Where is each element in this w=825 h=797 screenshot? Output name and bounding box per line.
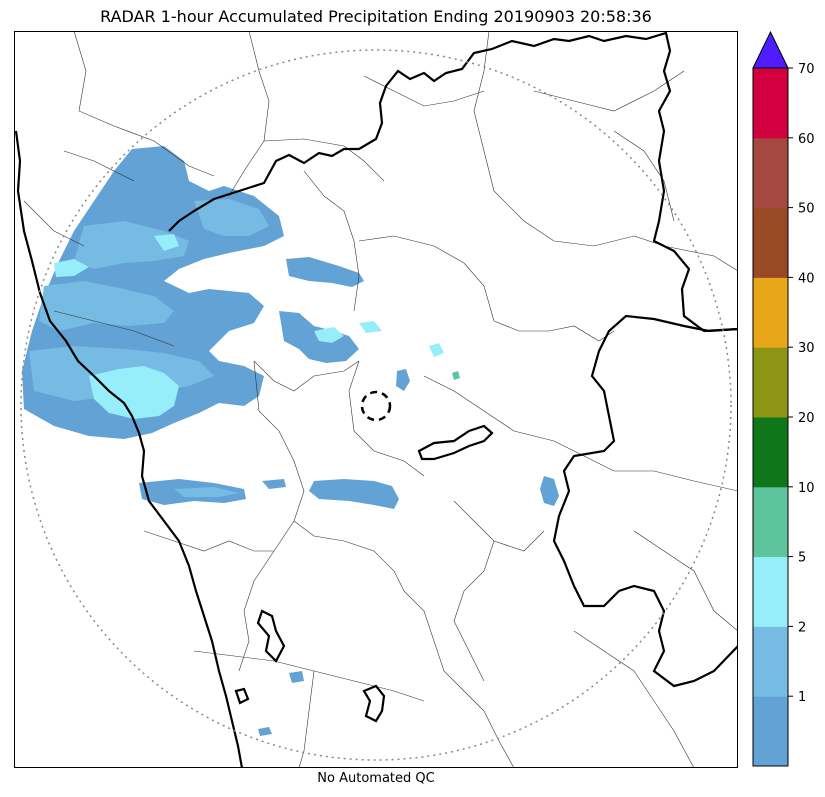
colorbar-tick-label: 60 (798, 132, 815, 147)
colorbar-segment (753, 68, 788, 139)
east-state-border (552, 314, 739, 688)
precip-intense-layer (452, 371, 460, 380)
colorbar-tick-label: 10 (798, 481, 815, 496)
precip-heavy-west-3 (154, 234, 179, 251)
colorbar-segment (753, 696, 788, 767)
colorbar-tick-label: 50 (798, 202, 815, 217)
precip-medium-west-1 (74, 221, 189, 269)
qc-note: No Automated QC (317, 771, 435, 786)
precip-area-small-4 (258, 727, 272, 736)
colorbar-segment (753, 347, 788, 418)
precip-heavy-center-2 (359, 321, 382, 333)
precip-heavy-center-1 (314, 327, 344, 343)
district-boundaries (23, 30, 739, 769)
precip-medium-south (174, 487, 239, 497)
radar-map (14, 30, 739, 769)
precip-medium-west-2 (39, 281, 174, 331)
colorbar-extend-arrow (752, 30, 789, 69)
colorbar-segment (753, 277, 788, 348)
precip-area-small-3 (289, 671, 304, 683)
precip-medium-north (194, 199, 269, 236)
precip-area-east (540, 476, 559, 506)
colorbar-segment (753, 556, 788, 627)
precip-heavy-layer (54, 234, 444, 419)
colorbar-tick-label: 70 (798, 62, 815, 77)
precip-area-center-n (286, 257, 364, 287)
north-state-border (168, 31, 739, 333)
colorbar-tick-label: 1 (798, 690, 806, 705)
precip-area-small-1 (396, 369, 410, 391)
colorbar-segment (753, 626, 788, 697)
inner-boundary-1 (417, 424, 494, 461)
chart-title: RADAR 1-hour Accumulated Precipitation E… (100, 7, 652, 26)
inner-boundary-4 (234, 687, 250, 705)
precip-heavy-west-2 (54, 259, 89, 277)
colorbar-tick-label: 5 (798, 551, 806, 566)
precip-heavy-west (89, 366, 179, 419)
precip-heavy-center-3 (429, 343, 444, 357)
colorbar-tick-label: 30 (798, 341, 815, 356)
colorbar-tick-label: 2 (798, 620, 806, 635)
colorbar: 1 2 5 10 20 30 40 50 60 70 (740, 28, 825, 770)
colorbar-segment (753, 137, 788, 209)
radar-range-ring (20, 49, 732, 761)
state-boundaries (14, 31, 739, 769)
west-coastline (14, 130, 244, 769)
colorbar-tick-label: 40 (798, 271, 815, 286)
radar-site-marker (360, 390, 392, 422)
precip-intense-spot (452, 371, 460, 380)
inner-boundary-2 (256, 609, 286, 663)
inner-boundary-3 (362, 684, 386, 723)
colorbar-tick-label: 20 (798, 411, 815, 426)
precip-area-south-center (309, 479, 399, 509)
colorbar-segment (753, 486, 788, 558)
colorbar-segment (753, 417, 788, 488)
colorbar-segment (753, 207, 788, 278)
precip-area-small-2 (262, 479, 286, 489)
